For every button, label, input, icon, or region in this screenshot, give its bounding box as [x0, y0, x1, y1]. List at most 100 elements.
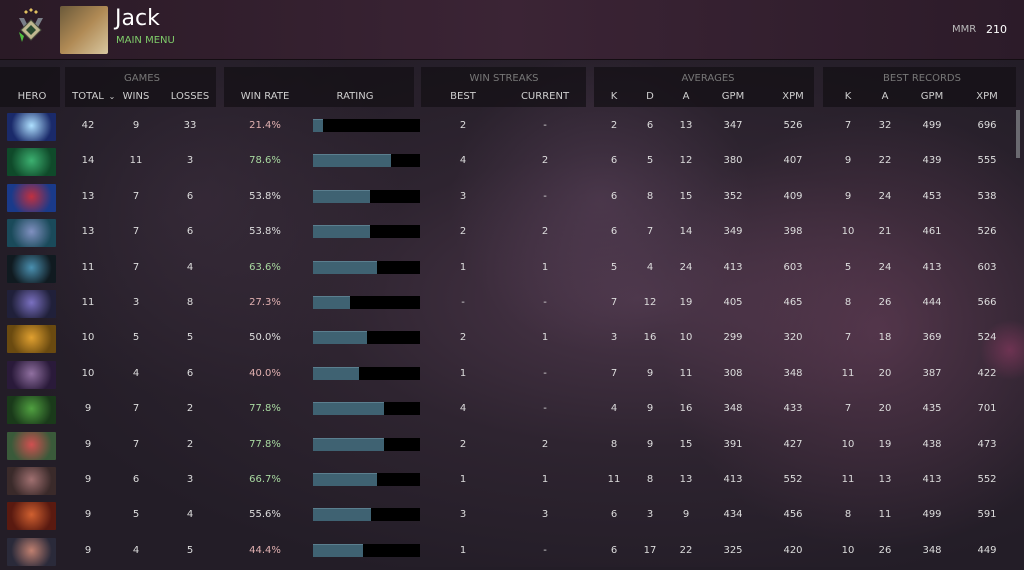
- column-header-br-gpm[interactable]: GPM: [920, 91, 944, 102]
- rating-bar-fill: [313, 260, 378, 274]
- hero-portrait[interactable]: [7, 254, 56, 283]
- rating-bar: [313, 437, 420, 451]
- column-header-br-xpm[interactable]: XPM: [976, 91, 998, 102]
- column-header-xpm[interactable]: XPM: [782, 91, 804, 102]
- cell-wins: 5: [132, 332, 140, 344]
- cell-br-k: 8: [844, 297, 852, 308]
- rating-bar-fill: [313, 331, 367, 345]
- cell-a: 13: [679, 474, 693, 485]
- table-row[interactable]: 9 7 2 77.8% 4 - 4 9 16 348 433 7 20 435 701: [0, 393, 1016, 428]
- table-row[interactable]: 9 7 2 77.8% 2 2 8 9 15 391 427 10 19 438 473: [0, 429, 1016, 464]
- cell-br-k: 9: [844, 190, 852, 202]
- table-row[interactable]: 13 7 6 53.8% 3 - 6 8 15 352 409 9 24 453 538: [0, 181, 1016, 216]
- table-row[interactable]: 9 4 5 44.4% 1 - 6 17 22 325 420 10 26 348 449: [0, 535, 1016, 570]
- cell-br-xpm: 591: [977, 509, 997, 521]
- column-header-k[interactable]: K: [610, 91, 618, 102]
- table-row[interactable]: 9 6 3 66.7% 1 1 11 8 13 413 552 11 13 413 552: [0, 464, 1016, 499]
- table-row[interactable]: 10 5 5 50.0% 2 1 3 16 10 299 320 7 18 369 524: [0, 322, 1016, 357]
- hero-portrait[interactable]: [7, 290, 56, 318]
- cell-br-a: 24: [878, 261, 892, 273]
- cell-win-rate: 77.8%: [249, 403, 281, 415]
- hero-portrait[interactable]: [7, 148, 56, 177]
- cell-total: 10: [81, 367, 95, 379]
- cell-wins: 4: [132, 544, 140, 556]
- column-header-rating[interactable]: RATING: [336, 91, 374, 102]
- cell-a: 16: [679, 403, 693, 415]
- cell-br-k: 10: [841, 438, 855, 450]
- cell-best: 2: [459, 226, 467, 238]
- cell-br-a: 32: [878, 120, 892, 131]
- cell-br-a: 13: [878, 474, 892, 485]
- scrollbar[interactable]: [1016, 110, 1020, 158]
- cell-win-rate: 44.4%: [249, 544, 281, 556]
- column-header-hero[interactable]: HERO: [17, 91, 47, 102]
- cell-br-k: 7: [844, 120, 852, 131]
- main-menu-link[interactable]: MAIN MENU: [116, 35, 175, 46]
- rating-bar-fill: [313, 402, 384, 416]
- cell-br-gpm: 348: [922, 544, 942, 556]
- column-header-br-a[interactable]: A: [881, 91, 889, 102]
- rank-medal-icon: [19, 8, 43, 42]
- table-row[interactable]: 9 5 4 55.6% 3 3 6 3 9 434 456 8 11 499 591: [0, 499, 1016, 534]
- cell-k: 6: [610, 544, 618, 556]
- cell-br-k: 11: [841, 367, 855, 379]
- column-header-best[interactable]: BEST: [450, 91, 476, 102]
- cell-total: 14: [81, 155, 95, 167]
- table-row[interactable]: 11 3 8 27.3% - - 7 12 19 405 465 8 26 444 566: [0, 287, 1016, 322]
- table-row[interactable]: 11 7 4 63.6% 1 1 5 4 24 413 603 5 24 413 603: [0, 252, 1016, 287]
- table-row[interactable]: 13 7 6 53.8% 2 2 6 7 14 349 398 10 21 461 526: [0, 216, 1016, 251]
- cell-a: 10: [679, 332, 693, 344]
- hero-portrait[interactable]: [7, 467, 56, 495]
- cell-best: 3: [459, 190, 467, 202]
- cell-total: 9: [84, 403, 92, 415]
- avatar[interactable]: [60, 6, 108, 54]
- column-header-losses[interactable]: LOSSES: [170, 91, 210, 102]
- cell-gpm: 348: [723, 403, 743, 415]
- hero-portrait[interactable]: [7, 360, 56, 389]
- column-header-a[interactable]: A: [682, 91, 690, 102]
- hero-portrait[interactable]: [7, 431, 56, 460]
- cell-br-a: 11: [878, 509, 892, 521]
- cell-current: -: [543, 403, 547, 415]
- table-row[interactable]: 42 9 33 21.4% 2 - 2 6 13 347 526 7 32 499 696: [0, 110, 1016, 145]
- cell-d: 3: [646, 509, 654, 521]
- column-header-gpm[interactable]: GPM: [721, 91, 745, 102]
- cell-best: 3: [459, 509, 467, 521]
- hero-portrait[interactable]: [7, 325, 56, 354]
- cell-a: 13: [679, 120, 693, 131]
- cell-xpm: 407: [783, 155, 803, 167]
- hero-portrait[interactable]: [7, 113, 56, 141]
- cell-losses: 33: [183, 120, 197, 131]
- cell-current: 1: [541, 261, 549, 273]
- group-games: GAMES: [124, 73, 160, 84]
- cell-d: 9: [646, 438, 654, 450]
- cell-losses: 4: [186, 509, 194, 521]
- table-row[interactable]: 14 11 3 78.6% 4 2 6 5 12 380 407 9 22 439 555: [0, 145, 1016, 180]
- column-header-d[interactable]: D: [646, 91, 654, 102]
- column-header-total[interactable]: TOTAL: [72, 91, 104, 102]
- rating-bar: [313, 331, 420, 345]
- cell-d: 8: [646, 474, 654, 485]
- column-header-br-k[interactable]: K: [844, 91, 852, 102]
- cell-gpm: 413: [723, 474, 743, 485]
- rating-bar: [313, 189, 420, 203]
- cell-total: 13: [81, 226, 95, 238]
- hero-portrait[interactable]: [7, 183, 56, 212]
- cell-total: 11: [81, 297, 95, 308]
- hero-portrait[interactable]: [7, 219, 56, 248]
- column-header-wins[interactable]: WINS: [122, 91, 150, 102]
- cell-a: 15: [679, 190, 693, 202]
- cell-br-xpm: 696: [977, 120, 997, 131]
- cell-wins: 7: [132, 226, 140, 238]
- hero-portrait[interactable]: [7, 537, 56, 566]
- column-header-win-rate[interactable]: WIN RATE: [240, 91, 290, 102]
- cell-current: -: [543, 544, 547, 556]
- rating-bar: [313, 473, 420, 486]
- hero-portrait[interactable]: [7, 396, 56, 425]
- hero-portrait[interactable]: [7, 502, 56, 531]
- column-header-current[interactable]: CURRENT: [520, 91, 570, 102]
- cell-br-gpm: 435: [922, 403, 942, 415]
- cell-gpm: 308: [723, 367, 743, 379]
- cell-wins: 11: [129, 155, 143, 167]
- table-row[interactable]: 10 4 6 40.0% 1 - 7 9 11 308 348 11 20 387 422: [0, 358, 1016, 393]
